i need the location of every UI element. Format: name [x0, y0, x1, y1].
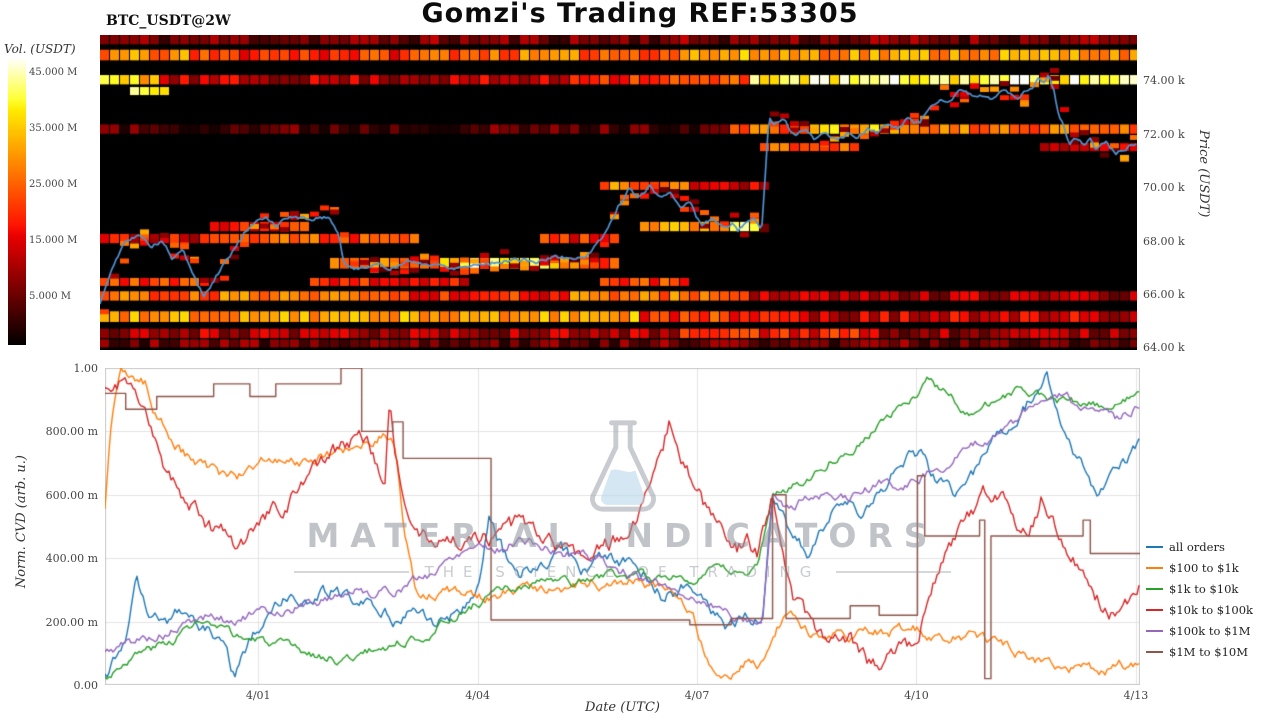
date-tick-label: 4/10	[904, 689, 929, 702]
date-tick-label: 4/04	[465, 689, 490, 702]
volume-colorbar	[8, 58, 26, 345]
legend-label: $1k to $10k	[1169, 582, 1239, 596]
legend-color-line	[1146, 588, 1163, 590]
legend-color-line	[1146, 609, 1163, 611]
cvd-y-tick-label: 200.00 m	[45, 615, 98, 629]
cvd-y-tick-label: 600.00 m	[45, 488, 98, 502]
legend-label: $1M to $10M	[1169, 645, 1248, 659]
price-tick-label: 68.00 k	[1143, 234, 1185, 248]
legend-color-line	[1146, 546, 1163, 548]
colorbar-tick-label: 35.000 M	[29, 123, 78, 135]
legend-label: $100 to $1k	[1169, 561, 1239, 575]
cvd-y-tick-label: 400.00 m	[45, 552, 98, 566]
price-tick-label: 66.00 k	[1143, 287, 1185, 301]
colorbar-tick-label: 45.000 M	[29, 67, 78, 79]
cvd-y-tick-label: 1.00	[73, 362, 99, 375]
colorbar-tick-label: 5.000 M	[29, 291, 72, 303]
price-tick-label: 72.00 k	[1143, 127, 1185, 141]
legend: all orders $100 to $1k $1k to $10k $10k to …	[1146, 540, 1253, 659]
cvd-y-tick-label: 0.00	[73, 679, 99, 692]
colorbar-label: Vol. (USDT)	[4, 42, 76, 56]
legend-item: $10k to $100k	[1146, 603, 1253, 617]
legend-item: $100 to $1k	[1146, 561, 1253, 575]
price-tick-label: 64.00 k	[1143, 341, 1185, 355]
colorbar-tick-label: 15.000 M	[29, 235, 78, 247]
legend-item: $100k to $1M	[1146, 624, 1253, 638]
legend-label: $10k to $100k	[1169, 603, 1254, 617]
colorbar-tick-label: 25.000 M	[29, 179, 78, 191]
cvd-axis-label: Norm. CVD (arb. u.)	[14, 455, 29, 589]
legend-color-line	[1146, 630, 1163, 632]
legend-label: $100k to $1M	[1169, 624, 1251, 638]
price-tick-label: 70.00 k	[1143, 181, 1185, 195]
date-tick-label: 4/01	[245, 689, 271, 702]
legend-item: $1k to $10k	[1146, 582, 1253, 596]
symbol-timeframe-label: BTC_USDT@2W	[106, 13, 231, 29]
legend-color-line	[1146, 651, 1163, 653]
price-axis-label: Price (USDT)	[1196, 130, 1211, 218]
legend-item: all orders	[1146, 540, 1253, 554]
date-axis-label: Date (UTC)	[585, 700, 660, 715]
legend-color-line	[1146, 567, 1163, 569]
price-tick-label: 74.00 k	[1143, 74, 1185, 88]
legend-item: $1M to $10M	[1146, 645, 1253, 659]
page-title: Gomzi's Trading REF:53305	[421, 0, 859, 29]
orderbook-heatmap-canvas	[100, 35, 1137, 350]
cvd-y-tick-label: 800.00 m	[45, 425, 98, 439]
date-tick-label: 4/07	[684, 689, 710, 702]
cvd-line-chart-canvas	[105, 368, 1140, 685]
legend-label: all orders	[1169, 540, 1225, 554]
date-tick-label: 4/13	[1123, 689, 1149, 702]
